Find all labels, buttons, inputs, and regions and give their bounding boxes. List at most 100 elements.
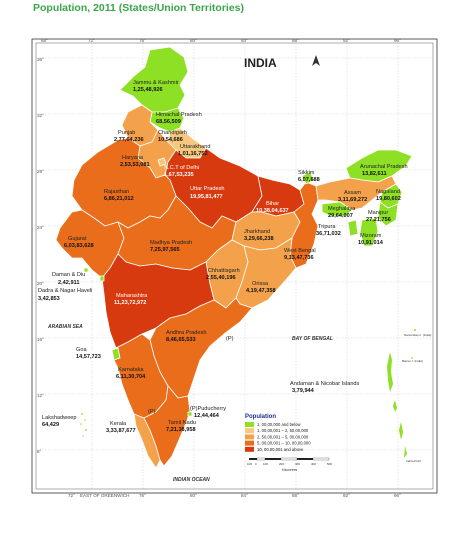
legend-label: 1, 00,00,001 – 2, 50,00,000 <box>257 428 309 433</box>
lon-tick: 80° <box>190 38 197 43</box>
label-value-himachal-pradesh: 68,56,509 <box>156 119 181 125</box>
scale-tick-label: 400 <box>311 462 316 466</box>
lon-tick: 76° <box>139 493 146 498</box>
region-mizoram <box>359 217 379 247</box>
label-name-lakshadweep: Lakshadweep <box>42 415 77 421</box>
legend-swatch <box>245 446 254 452</box>
label-name-himachal-pradesh: Himachal Pradesh <box>156 112 202 118</box>
lat-tick: 12° <box>37 393 44 398</box>
label-name-madhya-pradesh: Madhya Pradesh <box>150 240 192 246</box>
lon-tick: 72° <box>88 38 95 43</box>
lon-tick: 80° <box>190 493 197 498</box>
label-value-andhra-pradesh: 8,46,65,533 <box>166 337 196 343</box>
lon-tick: 96° <box>394 493 401 498</box>
label-value-uttar-pradesh: 19,95,81,477 <box>190 194 223 200</box>
label-value-karnataka: 6,11,30,704 <box>116 374 146 380</box>
scale-tick-label: 0 <box>255 462 257 466</box>
legend-swatch <box>245 434 254 440</box>
sea-label-bengal: BAY OF BENGAL <box>292 336 333 342</box>
lon-tick: 92° <box>343 493 350 498</box>
label-value-uttarakhand: 1,01,16,752 <box>178 151 208 157</box>
inset-label: Narcondam I. (India) <box>404 333 431 337</box>
region-sikkim <box>301 171 315 185</box>
label-name-daman-diu: Daman & Diu <box>52 272 85 278</box>
region-dadra-nagar-haveli <box>99 275 105 282</box>
label-value-jammu-kashmir: 1,25,48,926 <box>133 87 163 93</box>
islands: Narcondam I. (India) Barren I. (India) I… <box>80 329 431 463</box>
label-value-madhya-pradesh: 7,25,97,565 <box>150 247 180 253</box>
label-name-assam: Assam <box>344 190 361 196</box>
region-odisha <box>235 237 297 309</box>
label-name-jharkhand: Jharkhand <box>244 229 270 235</box>
label-name-manipur: Manipur <box>368 210 388 216</box>
label-value-kerala: 3,33,87,677 <box>106 428 136 434</box>
scale-tick-label: 100 <box>263 462 268 466</box>
label-value-west-bengal: 9,13,47,736 <box>284 255 314 261</box>
region-jammu-kashmir <box>119 46 189 113</box>
scale-bar: 100 0 100 200 300 400 500 Kilometres <box>247 457 332 472</box>
legend-label: 1, 00,00,000 and below <box>257 422 302 427</box>
label-name-tripura: Tripura <box>318 224 336 230</box>
region-manipur <box>377 201 399 227</box>
label-name-uttarakhand: Uttarakhand <box>180 144 210 150</box>
lat-tick: 24° <box>37 225 44 230</box>
scale-tick-label: 500 <box>327 462 332 466</box>
label-value-meghalaya: 29,64,007 <box>328 213 353 219</box>
label-value-bihar: 10,38,04,637 <box>256 208 289 214</box>
lon-tick: 72° <box>68 493 75 498</box>
label-name-rajasthan: Rajasthan <box>104 189 129 195</box>
map-inner-frame <box>35 42 434 490</box>
label-value-nagaland: 19,80,602 <box>376 196 401 202</box>
legend-swatch <box>245 428 254 434</box>
label-value-daman-diu: 2,42,911 <box>58 280 79 286</box>
north-arrow-icon <box>312 55 320 66</box>
scale-unit: Kilometres <box>282 468 297 472</box>
label-name-puducherry: (P)Puducherry <box>190 406 226 412</box>
label-name-karnataka: Karnataka <box>118 367 144 373</box>
label-value-chhattisgarh: 2,55,40,196 <box>206 275 236 281</box>
sea-label-indian: INDIAN OCEAN <box>173 477 210 483</box>
label-value-gujarat: 6,03,83,628 <box>64 243 94 249</box>
label-value-delhi: 1,67,53,235 <box>164 172 194 178</box>
legend-label: 5, 00,00,001 – 10, 00,00,000 <box>257 441 311 446</box>
region-puducherry <box>187 411 193 417</box>
label-value-tamil-nadu: 7,21,38,958 <box>166 427 196 433</box>
map-title: INDIA <box>244 56 277 70</box>
lon-tick: 96° <box>394 38 401 43</box>
label-value-mizoram: 10,91,014 <box>358 240 384 246</box>
label-name-andhra-pradesh: Andhra Pradesh <box>166 330 206 336</box>
legend-label: 2, 50,00,001 – 5, 00,00,000 <box>257 434 309 439</box>
label-value-sikkim: 6,07,688 <box>298 177 320 183</box>
andaman-nicobar-islands <box>387 329 416 458</box>
label-value-tripura: 36,71,032 <box>316 231 341 237</box>
lon-tick: EAST OF GREENWICH <box>80 493 129 498</box>
lat-tick: 16° <box>37 337 44 342</box>
lon-tick: 84° <box>241 38 248 43</box>
scale-tick-label: 200 <box>279 462 284 466</box>
label-name-odisha: Orissa <box>252 281 269 287</box>
label-value-puducherry: 12,44,464 <box>194 413 220 419</box>
lon-tick: 68° <box>41 38 48 43</box>
label-value-assam: 3,11,69,272 <box>338 197 367 203</box>
label-value-maharashtra: 11,23,72,972 <box>114 300 146 306</box>
lat-tick: 28° <box>37 169 44 174</box>
lat-tick: 8° <box>37 449 42 454</box>
label-name-maharashtra: Maharashtra <box>116 293 148 299</box>
inset-label: Barren I. (India) <box>402 359 423 363</box>
label-name-mizoram: Mizoram <box>360 233 382 239</box>
label-name-andaman-nicobar: Andaman & Nicobar Islands <box>290 381 360 387</box>
label-name-nagaland: Nagaland <box>376 189 400 195</box>
p-marker: (P) <box>148 409 156 415</box>
legend-label: 10, 00,00,001 and above <box>257 447 304 452</box>
legend-swatch <box>245 422 254 427</box>
lat-tick: 20° <box>37 281 44 286</box>
lon-tick: 88° <box>292 38 299 43</box>
label-value-odisha: 4,19,47,358 <box>246 288 276 294</box>
legend-title: Population <box>245 414 276 420</box>
lat-tick: 32° <box>37 113 44 118</box>
label-name-bihar: Bihar <box>266 201 279 207</box>
scale-tick-label: 100 <box>247 462 252 466</box>
label-value-manipur: 27,21,756 <box>366 217 391 223</box>
